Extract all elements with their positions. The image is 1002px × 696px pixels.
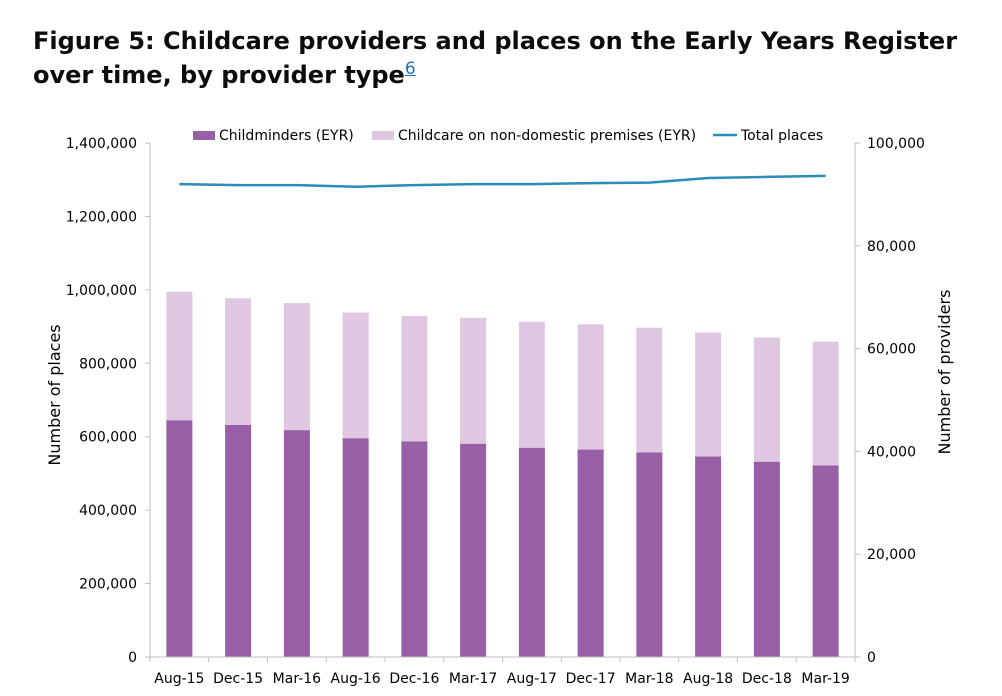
x-tick-label: Aug-18: [683, 671, 733, 687]
bar-non-domestic-dec-16: [401, 315, 428, 442]
x-tick-label: Mar-17: [449, 671, 497, 687]
x-tick-label: Mar-18: [625, 671, 673, 687]
bar-non-domestic-mar-19: [812, 341, 839, 466]
bar-childminders-mar-17: [460, 443, 487, 657]
figure-title-text: Figure 5: Childcare providers and places…: [33, 27, 958, 89]
y-left-tick-label: 1,200,000: [66, 209, 137, 225]
bar-non-domestic-aug-15: [166, 291, 193, 421]
y-left-tick-label: 800,000: [79, 356, 137, 372]
bar-non-domestic-aug-18: [695, 332, 722, 457]
y-right-tick-label: 0: [867, 650, 876, 666]
x-tick-label: Aug-16: [331, 671, 381, 687]
bar-childminders-aug-17: [518, 447, 545, 657]
footnote-link[interactable]: 6: [404, 59, 416, 79]
y-left-tick-label: 400,000: [79, 503, 137, 519]
y-left-tick-label: 600,000: [79, 430, 137, 446]
y-right-tick-label: 100,000: [867, 136, 925, 152]
y-left-axis-title: Number of places: [45, 324, 64, 465]
x-tick-label: Aug-15: [154, 671, 204, 687]
bar-childminders-mar-18: [636, 452, 663, 657]
bar-childminders-dec-18: [753, 461, 780, 657]
y-right-axis-title: Number of providers: [935, 290, 954, 455]
bar-childminders-dec-17: [577, 449, 604, 657]
bar-non-domestic-mar-17: [460, 317, 487, 444]
bar-childminders-mar-16: [283, 430, 310, 657]
legend-non-domestic-swatch: [372, 131, 394, 140]
bar-non-domestic-aug-17: [518, 321, 545, 448]
line-layer: [179, 174, 826, 188]
y-left-tick-label: 200,000: [79, 577, 137, 593]
x-tick-label: Dec-17: [566, 671, 616, 687]
legend-childminders-swatch: [193, 131, 215, 140]
y-right-tick-label: 80,000: [867, 239, 916, 255]
x-tick-label: Dec-16: [389, 671, 439, 687]
y-right-tick-label: 20,000: [867, 547, 916, 563]
x-tick-label: Dec-15: [213, 671, 263, 687]
series-line-total-places: [179, 174, 826, 188]
legend-childminders: Childminders (EYR): [193, 128, 354, 144]
legend-childminders-label: Childminders (EYR): [219, 128, 354, 144]
y-left-tick-label: 0: [128, 650, 137, 666]
x-tick-label: Mar-19: [801, 671, 849, 687]
y-right-tick-label: 60,000: [867, 342, 916, 358]
bar-childminders-aug-18: [695, 456, 722, 657]
bars-layer: [166, 291, 839, 657]
y-right-tick-label: 40,000: [867, 444, 916, 460]
y-left-tick-label: 1,400,000: [66, 136, 137, 152]
bar-non-domestic-aug-16: [342, 312, 369, 439]
legend: Childminders (EYR) Childcare on non-domes…: [193, 128, 823, 144]
bar-non-domestic-mar-18: [636, 327, 663, 453]
legend-non-domestic: Childcare on non-domestic premises (EYR): [372, 128, 696, 144]
bar-childminders-dec-16: [401, 441, 428, 657]
bar-non-domestic-dec-17: [577, 324, 604, 450]
bar-childminders-dec-15: [225, 424, 252, 657]
legend-non-domestic-label: Childcare on non-domestic premises (EYR): [398, 128, 696, 144]
bar-childminders-aug-15: [166, 420, 193, 657]
figure-title: Figure 5: Childcare providers and places…: [33, 24, 973, 92]
bar-non-domestic-dec-18: [753, 337, 780, 462]
x-tick-label: Dec-18: [742, 671, 792, 687]
bar-non-domestic-mar-16: [283, 303, 310, 431]
bar-childminders-aug-16: [342, 438, 369, 657]
x-tick-label: Mar-16: [273, 671, 321, 687]
legend-total-places: Total places: [713, 128, 823, 144]
x-tick-label: Aug-17: [507, 671, 557, 687]
bar-non-domestic-dec-15: [225, 298, 252, 425]
axes-layer: 0 200,000 400,000 600,000 800,000 1,000,000 1,…: [66, 136, 925, 687]
y-left-tick-label: 1,000,000: [66, 283, 137, 299]
bar-childminders-mar-19: [812, 465, 839, 657]
legend-total-places-label: Total places: [740, 128, 823, 144]
